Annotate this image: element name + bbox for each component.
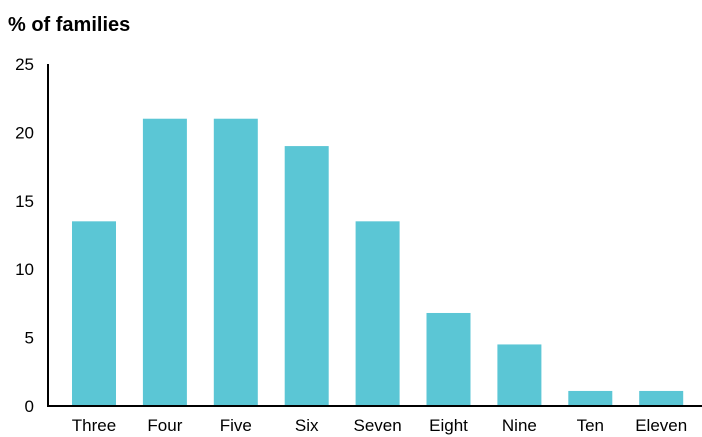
x-tick-label: Nine	[502, 416, 537, 435]
x-axis-labels: Three Four Five Six Seven Eight Nine Ten Eleven	[72, 416, 687, 435]
x-tick-label: Eleven	[635, 416, 687, 435]
bar-five	[213, 118, 258, 406]
y-tick-label: 10	[15, 260, 34, 279]
bar-six	[284, 146, 329, 406]
x-tick-label: Ten	[577, 416, 604, 435]
chart-title: % of families	[8, 14, 130, 36]
bar-three	[72, 221, 116, 406]
x-tick-label: Seven	[353, 416, 401, 435]
bar-eight	[426, 312, 471, 406]
y-tick-label: 25	[15, 55, 34, 74]
y-tick-label: 20	[15, 123, 34, 142]
bar-seven	[355, 221, 400, 406]
x-tick-label: Eight	[429, 416, 468, 435]
bars	[72, 118, 684, 406]
x-tick-label: Five	[220, 416, 252, 435]
bar-nine	[497, 344, 542, 406]
bar-ten	[568, 390, 613, 406]
bar-four	[142, 118, 187, 406]
y-tick-label: 0	[25, 397, 34, 416]
x-tick-label: Three	[72, 416, 116, 435]
y-axis-ticks: 0 5 10 15 20 25	[15, 55, 34, 416]
y-tick-label: 5	[25, 329, 34, 348]
y-tick-label: 15	[15, 192, 34, 211]
x-tick-label: Six	[295, 416, 319, 435]
bar-eleven	[639, 390, 684, 406]
x-tick-label: Four	[147, 416, 182, 435]
